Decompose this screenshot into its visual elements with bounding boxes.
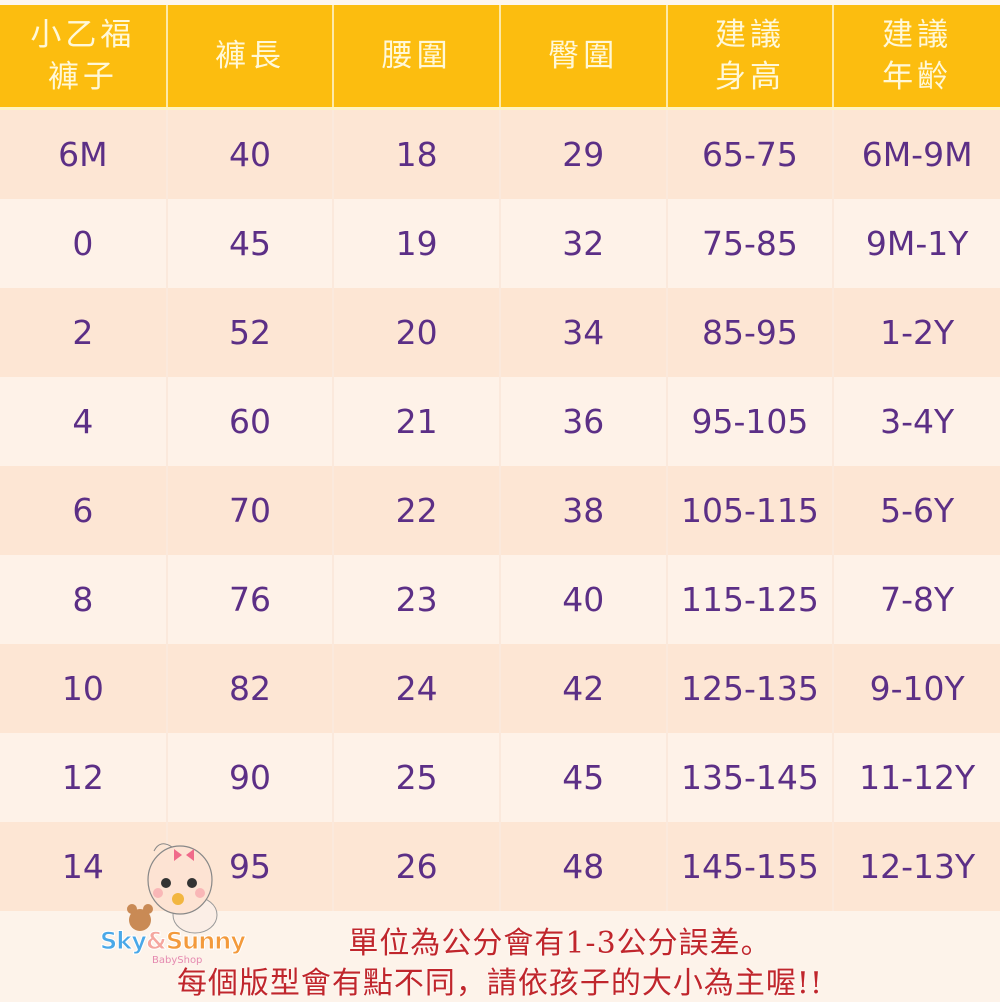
table-cell: 6 xyxy=(0,466,168,555)
logo-wordmark: Sky&Sunny xyxy=(100,927,247,956)
table-cell: 60 xyxy=(166,377,335,466)
table-row: 10 82 24 42 125-135 9-10Y xyxy=(0,644,1000,733)
table-row: 8 76 23 40 115-125 7-8Y xyxy=(0,555,1000,644)
table-cell: 10 xyxy=(0,644,168,733)
table-cell: 6M-9M xyxy=(833,108,1000,199)
table-cell: 115-125 xyxy=(666,555,835,644)
table-cell: 145-155 xyxy=(666,822,835,911)
header-pants-length: 褲長 xyxy=(166,5,335,110)
table-cell: 9M-1Y xyxy=(833,199,1000,288)
table-cell: 23 xyxy=(333,555,501,644)
table-row: 12 90 25 45 135-145 11-12Y xyxy=(0,733,1000,822)
logo-subtitle: BabyShop xyxy=(152,955,203,966)
table-cell: 40 xyxy=(499,555,668,644)
table-cell: 76 xyxy=(166,555,335,644)
table-cell: 7-8Y xyxy=(833,555,1000,644)
top-strip xyxy=(0,0,1000,5)
table-cell: 38 xyxy=(499,466,668,555)
table-cell: 11-12Y xyxy=(833,733,1000,822)
header-row: 小乙福 褲子 褲長 腰圍 臀圍 建議 身高 建議 年齡 xyxy=(0,5,1000,110)
note-unit: 單位為公分會有1-3公分誤差。 xyxy=(348,926,772,961)
header-size: 小乙福 褲子 xyxy=(0,5,168,110)
table-cell: 34 xyxy=(499,288,668,377)
table-cell: 75-85 xyxy=(666,199,835,288)
table-cell: 25 xyxy=(333,733,501,822)
table-cell: 4 xyxy=(0,377,168,466)
size-chart-table: 小乙福 褲子 褲長 腰圍 臀圍 建議 身高 建議 年齡 6M 40 18 29 65-7… xyxy=(0,5,1000,911)
table-cell: 135-145 xyxy=(666,733,835,822)
baby-mascot-icon xyxy=(127,843,218,934)
sky-sunny-logo: Sky&Sunny BabyShop xyxy=(100,835,260,975)
table-row: 0 45 19 32 75-85 9M-1Y xyxy=(0,199,1000,288)
table-cell: 95-105 xyxy=(666,377,835,466)
table-cell: 32 xyxy=(499,199,668,288)
table-cell: 70 xyxy=(166,466,335,555)
table-cell: 125-135 xyxy=(666,644,835,733)
table-cell: 29 xyxy=(499,108,668,199)
table-cell: 21 xyxy=(333,377,501,466)
note-fit: 每個版型會有點不同，請依孩子的大小為主喔!! xyxy=(176,966,824,1001)
header-hip: 臀圍 xyxy=(499,5,668,110)
table-cell: 2 xyxy=(0,288,168,377)
table-cell: 19 xyxy=(333,199,501,288)
table-cell: 22 xyxy=(333,466,501,555)
table-cell: 24 xyxy=(333,644,501,733)
table-cell: 45 xyxy=(499,733,668,822)
table-cell: 36 xyxy=(499,377,668,466)
table-cell: 1-2Y xyxy=(833,288,1000,377)
table-cell: 26 xyxy=(333,822,501,911)
table-cell: 3-4Y xyxy=(833,377,1000,466)
table-cell: 8 xyxy=(0,555,168,644)
table-cell: 12 xyxy=(0,733,168,822)
table-row: 2 52 20 34 85-95 1-2Y xyxy=(0,288,1000,377)
header-waist: 腰圍 xyxy=(333,5,501,110)
table-cell: 48 xyxy=(499,822,668,911)
table-cell: 12-13Y xyxy=(833,822,1000,911)
table-row: 4 60 21 36 95-105 3-4Y xyxy=(0,377,1000,466)
table-cell: 18 xyxy=(333,108,501,199)
table-cell: 5-6Y xyxy=(833,466,1000,555)
header-height: 建議 身高 xyxy=(666,5,835,110)
header-age: 建議 年齡 xyxy=(833,5,1000,110)
table-cell: 40 xyxy=(166,108,335,199)
table-cell: 0 xyxy=(0,199,168,288)
table-cell: 65-75 xyxy=(666,108,835,199)
table-cell: 20 xyxy=(333,288,501,377)
table-cell: 82 xyxy=(166,644,335,733)
table-cell: 9-10Y xyxy=(833,644,1000,733)
table-cell: 85-95 xyxy=(666,288,835,377)
table-cell: 6M xyxy=(0,108,168,199)
table-cell: 42 xyxy=(499,644,668,733)
table-cell: 45 xyxy=(166,199,335,288)
table-row: 6 70 22 38 105-115 5-6Y xyxy=(0,466,1000,555)
table-cell: 14 xyxy=(0,822,168,911)
table-cell: 105-115 xyxy=(666,466,835,555)
table-cell: 52 xyxy=(166,288,335,377)
table-row: 6M 40 18 29 65-75 6M-9M xyxy=(0,108,1000,199)
table-cell: 90 xyxy=(166,733,335,822)
